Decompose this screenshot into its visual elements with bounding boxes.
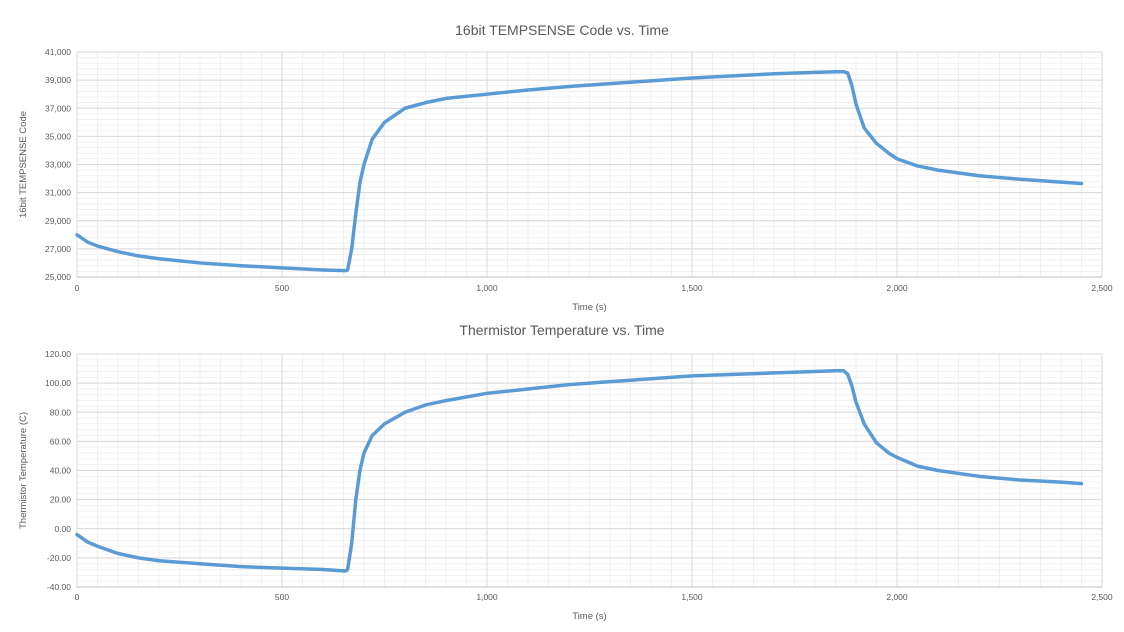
x-tick-label: 1,000 [476, 283, 498, 293]
y-tick-label: 39,000 [45, 75, 71, 85]
y-tick-label: 31,000 [45, 188, 71, 198]
tempsense-plot-area: 25,000 27,000 29,000 31,000 33,000 35,000 37,0… [18, 47, 1113, 313]
x-tick-label: 500 [275, 592, 289, 602]
y-tick-label: 27,000 [45, 244, 71, 254]
x-tick-label: 1,000 [476, 592, 498, 602]
x-tick-label: 2,000 [886, 283, 908, 293]
data-series-line [75, 69, 1084, 273]
x-tick-label: 1,500 [681, 592, 703, 602]
data-series-line [75, 369, 1084, 573]
y-tick-label: 20.00 [50, 495, 72, 505]
y-tick-label: 120.00 [45, 349, 71, 359]
thermistor-chart: Thermistor Temperature vs. Time -40.00 -2… [0, 318, 1124, 632]
x-tick-label: 2,000 [886, 592, 908, 602]
y-tick-label: 0.00 [54, 524, 71, 534]
y-axis-label: 16bit TEMPSENSE Code [18, 111, 29, 218]
y-tick-label: -20.00 [47, 553, 71, 563]
x-tick-label: 2,500 [1091, 592, 1113, 602]
x-axis-label: Time (s) [572, 611, 606, 622]
x-tick-label: 0 [75, 592, 80, 602]
y-tick-label: 41,000 [45, 47, 71, 57]
y-tick-label: 60.00 [50, 436, 72, 446]
chart-title: Thermistor Temperature vs. Time [459, 322, 665, 338]
y-tick-label: 40.00 [50, 466, 72, 476]
x-tick-label: 500 [275, 283, 289, 293]
y-tick-label: 37,000 [45, 103, 71, 113]
y-tick-label: 33,000 [45, 160, 71, 170]
y-axis-label: Thermistor Temperature (C) [18, 412, 29, 529]
x-tick-label: 2,500 [1091, 283, 1113, 293]
tempsense-chart: 16bit TEMPSENSE Code vs. Time 25,000 27,0… [18, 22, 1113, 313]
y-tick-label: -40.00 [47, 582, 71, 592]
x-axis-label: Time (s) [572, 302, 606, 313]
y-tick-label: 25,000 [45, 272, 71, 282]
x-tick-label: 0 [75, 283, 80, 293]
thermistor-plot-area: -40.00 -20.00 0.00 20.00 40.00 60.00 80.00 100.… [18, 349, 1113, 622]
chart-title: 16bit TEMPSENSE Code vs. Time [455, 22, 669, 38]
x-tick-label: 1,500 [681, 283, 703, 293]
y-tick-label: 29,000 [45, 216, 71, 226]
y-tick-label: 35,000 [45, 131, 71, 141]
y-tick-label: 100.00 [45, 378, 71, 388]
y-tick-label: 80.00 [50, 407, 72, 417]
